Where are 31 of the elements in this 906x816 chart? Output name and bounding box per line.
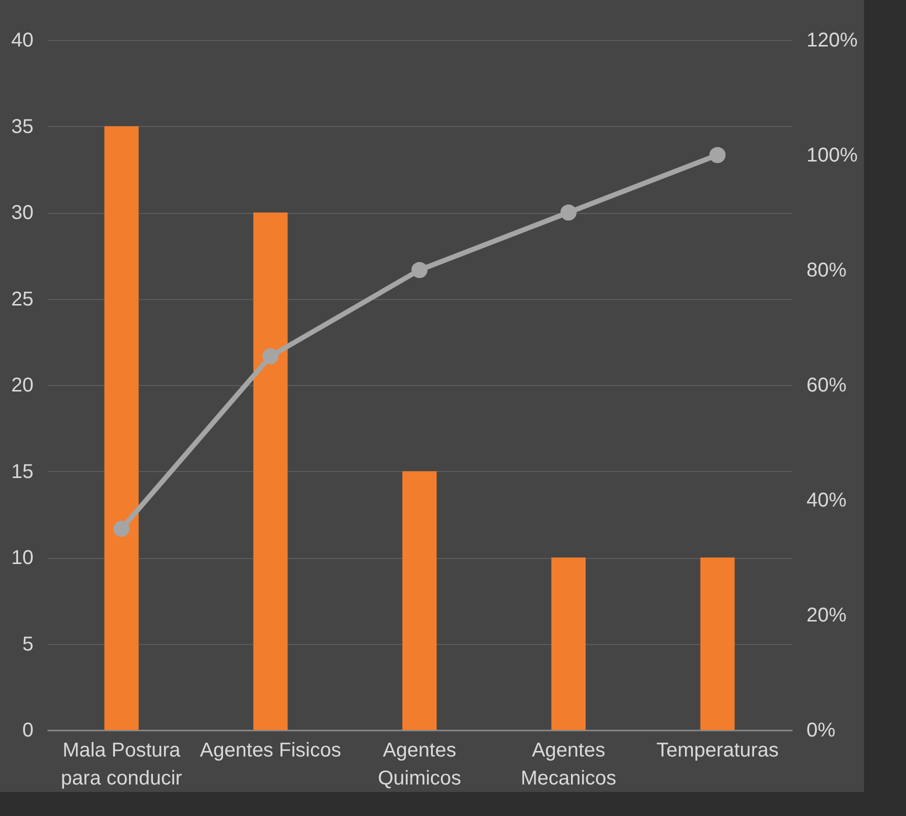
y2-tick-label: 60% [806, 374, 847, 396]
point [113, 520, 130, 537]
point [262, 348, 279, 364]
y2-tick-label: 120% [806, 30, 858, 52]
y2-tick-label: 20% [806, 604, 847, 626]
x-tick-label: Agentes Fisicos [200, 740, 342, 762]
y-tick-label: 20 [11, 374, 34, 396]
y-tick-label: 40 [11, 30, 34, 52]
y2-tick-label: 100% [806, 144, 858, 166]
y-tick-label: 0 [22, 720, 34, 742]
bar [551, 558, 586, 730]
y-tick-label: 5 [22, 633, 34, 656]
point [560, 204, 577, 221]
y-tick-label: 25 [11, 288, 34, 310]
point [411, 262, 428, 278]
y-tick-label: 30 [11, 202, 34, 224]
bar [700, 558, 735, 730]
point [709, 146, 726, 164]
y-tick-label: 15 [11, 460, 34, 483]
bar [402, 471, 437, 730]
y-tick-label: 35 [11, 116, 34, 138]
bar [253, 212, 288, 730]
bar [104, 126, 139, 730]
y2-tick-label: 40% [806, 490, 847, 512]
y2-tick-label: 80% [806, 260, 847, 282]
y2-tick-label: 0% [806, 720, 836, 742]
x-tick-label: Mala Postura para conducir [60, 740, 182, 790]
x-tick-label: Agentes Quimicos [378, 740, 462, 790]
x-tick-label: Agentes Mecanicos [520, 740, 616, 790]
y-tick-label: 10 [11, 547, 34, 569]
x-tick-label: Temperaturas [656, 740, 779, 762]
